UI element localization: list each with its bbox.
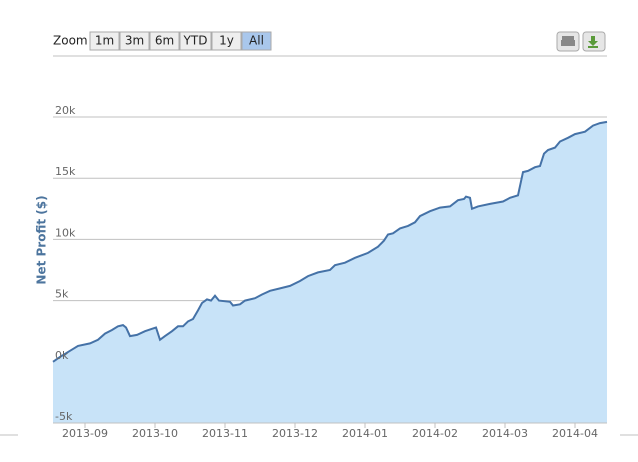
- zoom-button[interactable]: [241, 31, 272, 51]
- x-tick-label: 2013-12: [272, 427, 318, 440]
- zoom-button-label[interactable]: 6m: [155, 34, 174, 48]
- zoom-button[interactable]: [119, 31, 150, 51]
- zoom-label: Zoom: [53, 34, 88, 48]
- export-button[interactable]: [582, 31, 606, 52]
- zoom-button[interactable]: [179, 31, 212, 51]
- y-tick-label: -5k: [55, 410, 73, 423]
- area: [53, 121, 607, 424]
- x-tick-label: 2013-10: [132, 427, 178, 440]
- zoom-button[interactable]: [211, 31, 242, 51]
- y-tick-label: 15k: [55, 165, 76, 178]
- range-selector: Zoom 1m 3m 6m YTD 1y All: [53, 31, 272, 51]
- zoom-button-label[interactable]: YTD: [183, 34, 208, 48]
- zoom-button[interactable]: [89, 31, 120, 51]
- y-axis-label: Net Profit ($): [35, 195, 49, 284]
- y-tick-label: 20k: [55, 104, 76, 117]
- x-tick-label: 2014-04: [552, 427, 598, 440]
- zoom-button-label[interactable]: 1y: [219, 34, 234, 48]
- line: [52, 120, 608, 363]
- x-tick-label: 2014-03: [482, 427, 528, 440]
- x-tick-label: 2014-02: [412, 427, 458, 440]
- x-tick-label: 2014-01: [342, 427, 388, 440]
- x-tick-label: 2013-11: [202, 427, 248, 440]
- y-tick-label: 10k: [55, 226, 76, 239]
- zoom-button[interactable]: [149, 31, 180, 51]
- print-button[interactable]: [556, 31, 580, 52]
- y-tick-label: 5k: [55, 288, 69, 301]
- zoom-button-label[interactable]: 3m: [125, 34, 144, 48]
- zoom-button-label[interactable]: All: [249, 34, 264, 48]
- y-tick-label: 0k: [55, 349, 69, 362]
- zoom-button-label[interactable]: 1m: [95, 34, 114, 48]
- x-tick-label: 2013-09: [62, 427, 108, 440]
